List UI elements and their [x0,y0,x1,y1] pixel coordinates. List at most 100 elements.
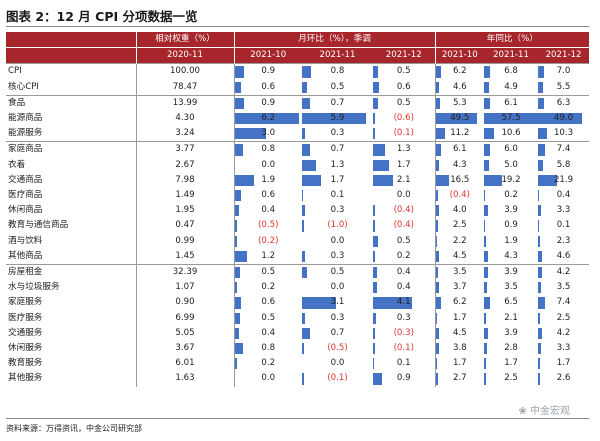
mom-value: 0.2 [396,250,411,261]
yoy-cell: 1.7 [484,356,538,371]
mom-bar [302,128,306,140]
yoy-bar [484,159,489,171]
yoy-value: 0.9 [504,220,518,231]
yoy-cell: 16.5 [434,172,485,189]
header-date-yoy-1: 2021-11 [484,47,539,64]
yoy-bar [436,220,438,232]
yoy-bar [484,174,503,187]
yoy-cell: 6.3 [538,94,590,112]
mom-cell: 0.0 [302,356,373,371]
mom-value: 0.9 [396,373,411,384]
mom-bar [373,267,377,279]
yoy-cell: 4.3 [484,249,538,265]
yoy-bar [484,312,486,324]
yoy-value: 5.0 [504,159,518,170]
table-row: 休闲商品 1.95 0.4 0.3 (0.4) 4.0 3.9 3.3 [6,203,589,219]
header-yoy: 年同比（%） [434,32,590,48]
table-row: 食品 13.99 0.9 0.7 0.5 5.3 6.1 6.3 [6,94,590,112]
yoy-cell: 4.6 [434,79,485,96]
yoy-bar [436,312,437,324]
yoy-bar [538,267,542,279]
yoy-bar [484,343,487,355]
yoy-value: 6.1 [504,97,518,108]
yoy-cell: 0.9 [484,218,538,233]
yoy-value: 1.9 [504,235,518,246]
mom-bar [373,312,376,324]
mom-value: 1.3 [396,144,411,155]
yoy-bar [484,190,486,202]
mom-value: 1.2 [261,250,276,261]
weight-cell: 1.49 [135,188,234,204]
mom-cell: (0.6) [373,111,435,126]
row-label: 水与垃圾服务 [8,282,60,293]
table-row: 教育服务 6.01 0.2 0.0 0.1 1.7 1.7 1.7 [6,356,589,372]
yoy-value: 3.7 [452,282,467,293]
mom-value: 0.1 [396,358,411,369]
yoy-value: 2.7 [452,373,467,384]
yoy-bar [538,190,540,202]
mom-value: (0.6) [393,113,414,124]
weight-cell: 100.00 [135,63,234,80]
row-label: 核心CPI [8,81,39,92]
mom-bar [302,113,367,125]
yoy-cell: 6.8 [484,63,539,80]
header-date-mom-0: 2021-10 [233,47,302,64]
yoy-bar [538,373,541,385]
mom-cell: 0.4 [233,325,302,342]
mom-bar [373,66,378,78]
yoy-bar [436,235,438,247]
yoy-value: 3.9 [504,327,518,338]
yoy-value: 5.3 [452,97,467,108]
yoy-bar [538,174,558,187]
row-label: 其他商品 [8,250,43,261]
yoy-cell: 4.2 [538,326,589,341]
weight-cell: 6.99 [135,310,234,326]
mom-cell: (0.1) [373,126,435,142]
mom-cell: (0.4) [373,203,435,218]
mom-value: 0.4 [396,267,411,278]
mom-value: 5.9 [330,113,345,124]
weight-cell: 1.45 [135,248,234,265]
mom-cell: 3.1 [302,295,373,310]
mom-value: (1.0) [327,220,348,231]
yoy-cell: 1.9 [484,234,538,249]
yoy-cell: 3.9 [484,326,538,341]
yoy-cell: 3.7 [434,280,485,296]
mom-bar [373,297,412,309]
mom-cell: 0.0 [373,188,435,203]
row-label: 酒与饮料 [8,235,43,246]
mom-value: 1.7 [330,174,345,185]
yoy-cell: 2.5 [538,311,589,326]
mom-value: 0.5 [330,267,345,278]
yoy-bar [436,144,441,156]
row-label: 家庭商品 [6,141,136,158]
cpi-table: 相对权重（%） 月环比（%），季调 年同比（%） 2020-11 2021-10 2… [6,32,590,387]
mom-value: 0.5 [261,267,276,278]
yoy-cell: 4.2 [538,264,590,281]
yoy-bar [484,373,487,385]
yoy-value: 4.5 [452,250,467,261]
mom-bar [302,373,304,385]
header-date-yoy-2: 2021-12 [538,47,590,64]
yoy-cell: 2.8 [484,341,538,356]
yoy-cell: 4.5 [434,248,485,265]
yoy-value: 10.6 [501,128,521,139]
mom-bar [373,235,378,247]
yoy-cell: 0.4 [538,188,589,203]
weight-cell: 2.67 [135,157,234,173]
mom-bar [302,190,304,202]
mom-cell: 0.5 [373,234,435,249]
table-row: 交通服务 5.05 0.4 0.7 (0.3) 4.5 3.9 4.2 [6,325,589,342]
row-label: 教育服务 [8,358,43,369]
mom-cell: 5.9 [302,111,373,126]
mom-value: 0.5 [330,81,345,92]
yoy-cell: 6.2 [434,63,485,80]
mom-cell: 4.1 [373,295,435,310]
mom-bar [302,97,310,110]
header-date-weight-0: 2020-11 [135,47,234,64]
yoy-cell: 5.0 [484,158,538,173]
yoy-bar [484,205,488,217]
yoy-cell: 3.9 [484,264,539,281]
yoy-value: 2.5 [556,312,571,323]
weight-cell: 0.90 [135,295,234,311]
